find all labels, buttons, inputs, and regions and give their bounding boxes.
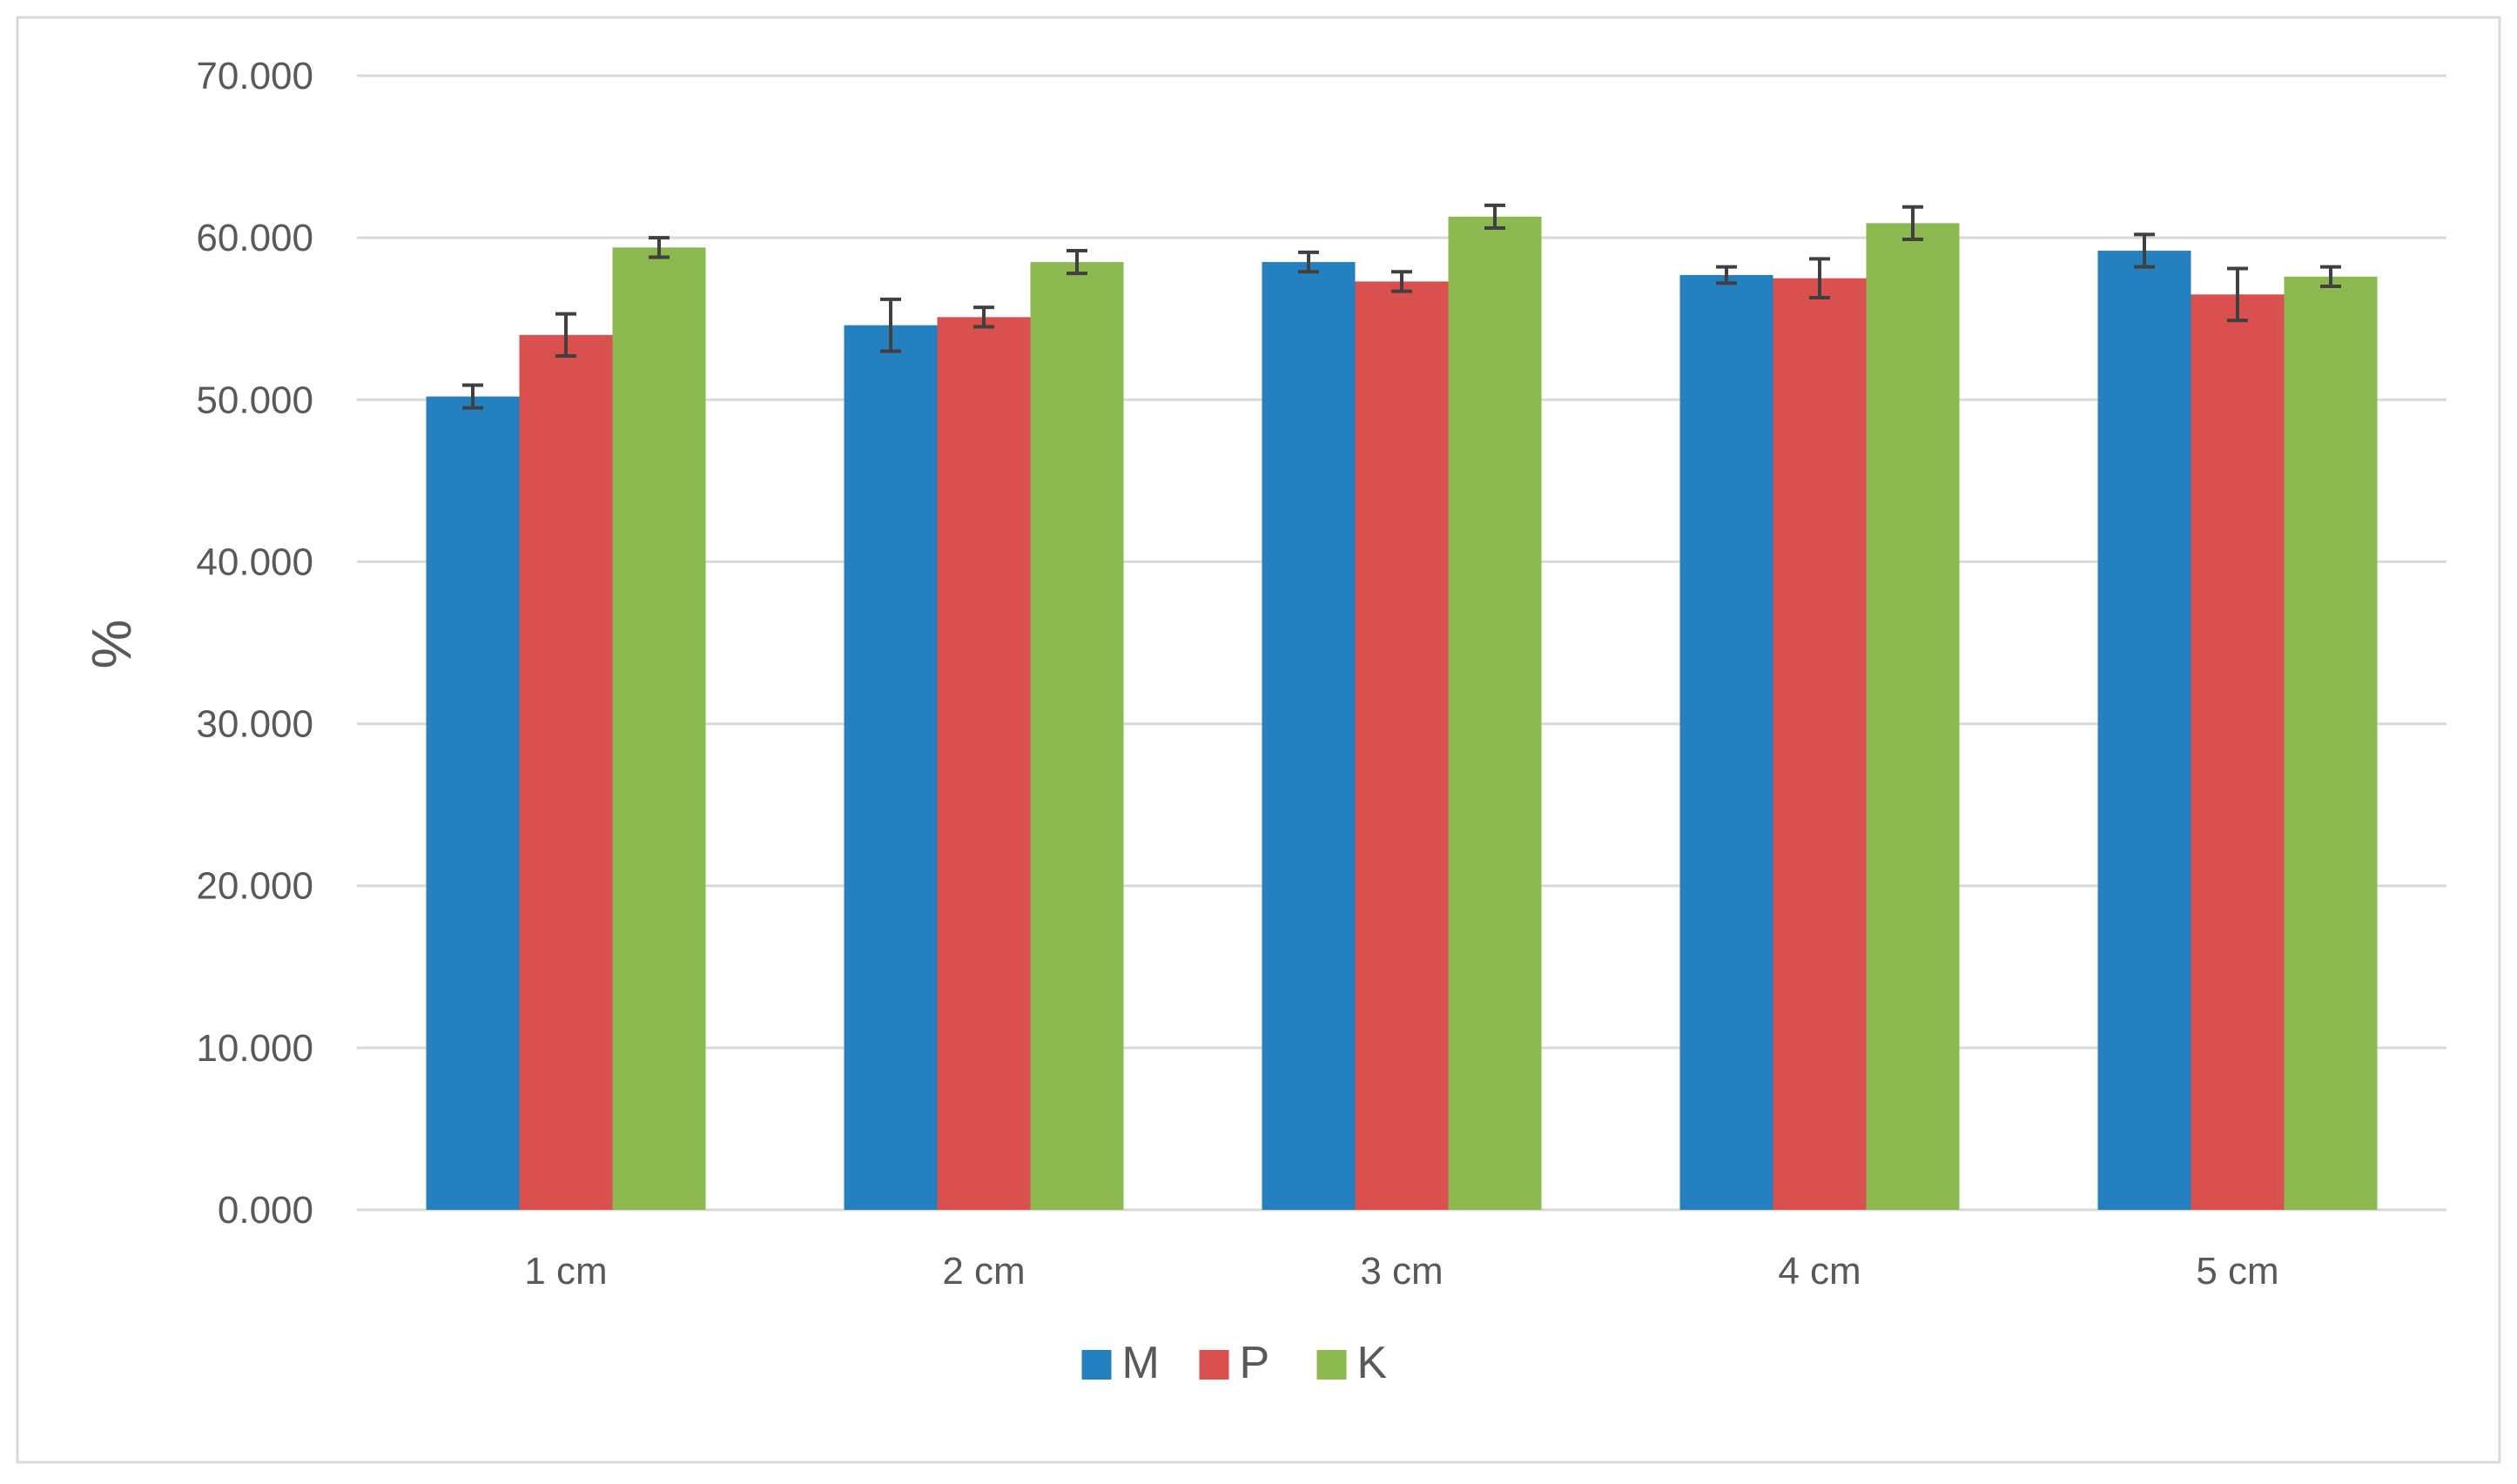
bar-M-2	[1262, 262, 1356, 1210]
bar-P-2	[1355, 281, 1449, 1211]
error-bar-K-0	[649, 236, 670, 259]
legend-label: P	[1240, 1338, 1270, 1388]
error-bar-P-4	[2227, 266, 2248, 323]
y-tick-labels: 0.000 10.000 20.000 30.000 40.000 50.000 60.00…	[196, 55, 313, 1232]
error-bar-P-2	[1391, 270, 1412, 293]
bar-M-3	[1679, 274, 1773, 1211]
x-tick-labels: 1 cm 2 cm 3 cm 4 cm 5 cm	[524, 1250, 2278, 1293]
error-bar-P-0	[555, 312, 576, 359]
y-tick-label: 50.000	[196, 379, 313, 421]
y-tick-label: 40.000	[196, 541, 313, 583]
error-bar-M-3	[1716, 265, 1737, 285]
bar-P-3	[1773, 278, 1867, 1210]
error-bar-M-1	[880, 297, 901, 353]
legend-swatch	[1081, 1350, 1112, 1380]
legend-swatch	[1199, 1350, 1229, 1380]
error-bar-P-1	[973, 306, 994, 329]
bar-P-0	[519, 334, 613, 1210]
bar-K-2	[1448, 216, 1542, 1210]
legend-item-M: M	[1081, 1338, 1160, 1388]
y-tick-label: 20.000	[196, 865, 313, 908]
bar-M-4	[2097, 251, 2191, 1210]
y-tick-label: 70.000	[196, 55, 313, 97]
error-bar-K-4	[2320, 265, 2341, 288]
x-tick-label: 1 cm	[524, 1250, 607, 1293]
y-tick-label: 10.000	[196, 1027, 313, 1070]
bar-K-1	[1030, 262, 1124, 1210]
x-tick-label: 2 cm	[942, 1250, 1025, 1293]
bar-K-0	[612, 247, 706, 1211]
error-bar-M-4	[2134, 232, 2155, 269]
error-bar-K-3	[1902, 205, 1923, 242]
error-bar-K-1	[1067, 249, 1087, 276]
legend-item-P: P	[1199, 1338, 1270, 1388]
y-tick-label: 60.000	[196, 217, 313, 259]
legend-swatch	[1316, 1350, 1347, 1380]
y-axis-label: %	[80, 620, 143, 669]
x-tick-label: 3 cm	[1360, 1250, 1443, 1293]
error-bars	[462, 203, 2341, 410]
legend-label: K	[1357, 1338, 1388, 1388]
x-tick-label: 5 cm	[2196, 1250, 2278, 1293]
bars	[426, 216, 2378, 1211]
y-tick-label: 30.000	[196, 703, 313, 746]
y-tick-label: 0.000	[218, 1189, 313, 1232]
error-bar-P-3	[1809, 257, 1830, 300]
bar-M-1	[844, 325, 938, 1210]
error-bar-K-2	[1484, 203, 1505, 230]
bar-K-3	[1866, 223, 1960, 1210]
legend-item-K: K	[1316, 1338, 1388, 1388]
bar-P-1	[937, 317, 1031, 1211]
error-bar-M-0	[462, 383, 483, 410]
error-bar-M-2	[1298, 250, 1319, 274]
bar-P-4	[2191, 294, 2285, 1210]
bar-K-4	[2284, 276, 2378, 1210]
x-tick-label: 4 cm	[1778, 1250, 1861, 1293]
bar-M-0	[426, 396, 520, 1210]
legend-label: M	[1122, 1338, 1160, 1388]
